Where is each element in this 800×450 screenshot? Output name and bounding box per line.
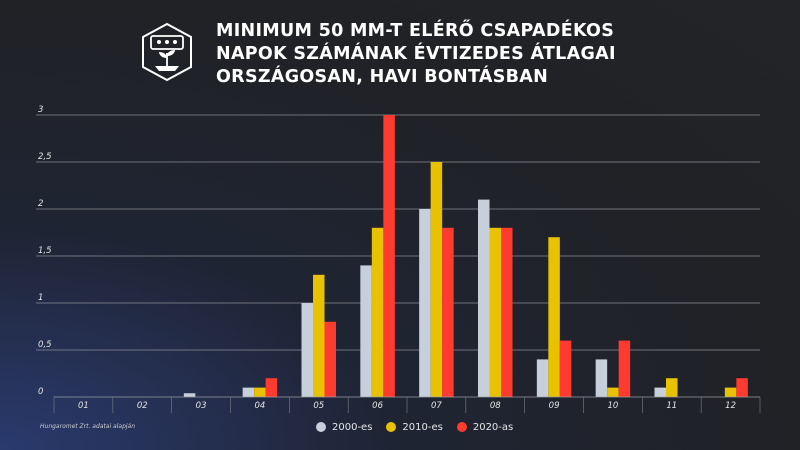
y-tick-label: 3 bbox=[38, 105, 43, 115]
x-tick-label: 11 bbox=[666, 401, 677, 411]
y-tick-label: 1 bbox=[38, 293, 43, 303]
legend-label-2020: 2020-as bbox=[472, 421, 514, 433]
x-tick-label: 09 bbox=[549, 401, 560, 411]
x-tick-label: 10 bbox=[608, 401, 619, 411]
bar-2020-as-06 bbox=[383, 115, 395, 397]
bar-2010-es-11 bbox=[666, 378, 678, 397]
bar-2000-es-03 bbox=[183, 393, 196, 397]
x-tick-label: 06 bbox=[372, 401, 383, 411]
bar-2000-es-04 bbox=[242, 387, 255, 397]
legend-item-2020: 2020-as bbox=[456, 421, 514, 433]
bar-2000-es-11 bbox=[654, 387, 666, 397]
bar-2020-as-12 bbox=[736, 378, 748, 397]
bar-2010-es-04 bbox=[254, 387, 266, 397]
bar-2010-es-05 bbox=[313, 274, 325, 397]
bar-2020-as-07 bbox=[442, 227, 454, 397]
x-tick-label: 03 bbox=[196, 401, 207, 411]
bar-2000-es-09 bbox=[536, 359, 549, 397]
bar-2020-as-08 bbox=[501, 227, 513, 397]
bar-2020-as-10 bbox=[618, 340, 631, 397]
bar-2010-es-09 bbox=[548, 237, 560, 397]
bar-2000-es-10 bbox=[595, 359, 608, 397]
y-tick-label: 0 bbox=[38, 387, 43, 397]
bar-2010-es-08 bbox=[489, 227, 501, 397]
source-note: Hungaromet Zrt. adatai alapján bbox=[40, 423, 136, 430]
bar-2010-es-10 bbox=[607, 387, 619, 397]
x-tick-label: 01 bbox=[78, 401, 89, 411]
bar-2000-es-06 bbox=[360, 265, 372, 397]
bar-2020-as-04 bbox=[265, 378, 278, 397]
legend-item-2010: 2010-es bbox=[386, 421, 443, 433]
bar-2010-es-12 bbox=[724, 387, 737, 397]
bar-2020-as-05 bbox=[324, 321, 336, 397]
legend-swatch-2000 bbox=[316, 422, 326, 432]
y-tick-label: 2 bbox=[38, 199, 43, 209]
bar-2010-es-07 bbox=[430, 162, 443, 397]
bar-2000-es-05 bbox=[301, 303, 313, 397]
chart-legend: 2000-es 2010-es 2020-as bbox=[316, 420, 513, 434]
legend-swatch-2010 bbox=[386, 422, 397, 432]
legend-swatch-2020 bbox=[456, 422, 467, 432]
legend-label-2010: 2010-es bbox=[402, 421, 443, 433]
x-tick-label: 08 bbox=[490, 401, 501, 411]
x-tick-label: 04 bbox=[255, 401, 266, 411]
plant-in-hexagon-icon bbox=[142, 22, 192, 82]
y-tick-label: 1,5 bbox=[38, 246, 52, 256]
x-tick-label: 12 bbox=[725, 401, 736, 411]
x-tick-label: 05 bbox=[313, 401, 324, 411]
legend-item-2000: 2000-es bbox=[316, 422, 372, 433]
y-tick-label: 2,5 bbox=[38, 152, 52, 162]
bar-2010-es-06 bbox=[371, 227, 384, 397]
x-tick-label: 07 bbox=[431, 401, 442, 411]
bar-2000-es-07 bbox=[419, 209, 431, 397]
chart-title: MINIMUM 50 MM-T ELÉRŐ CSAPADÉKOS NAPOK S… bbox=[216, 21, 616, 87]
bar-2000-es-08 bbox=[478, 199, 490, 397]
bar-2020-as-09 bbox=[559, 340, 572, 397]
x-tick-label: 02 bbox=[137, 401, 148, 411]
y-tick-label: 0,5 bbox=[38, 340, 52, 350]
legend-label-2000: 2000-es bbox=[332, 421, 373, 433]
